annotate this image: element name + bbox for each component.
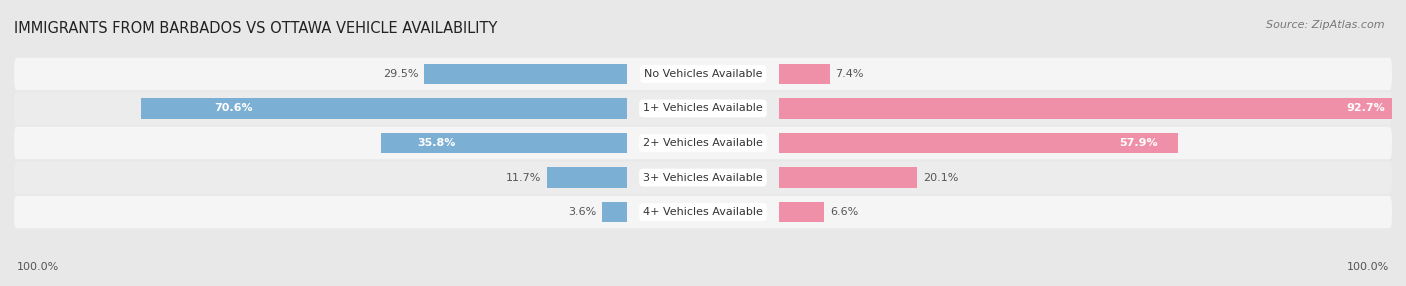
Bar — [141, 98, 627, 119]
FancyBboxPatch shape — [14, 58, 1392, 90]
Bar — [381, 133, 627, 153]
Text: 29.5%: 29.5% — [382, 69, 419, 79]
Text: 3.6%: 3.6% — [568, 207, 598, 217]
Text: IMMIGRANTS FROM BARBADOS VS OTTAWA VEHICLE AVAILABILITY: IMMIGRANTS FROM BARBADOS VS OTTAWA VEHIC… — [14, 21, 498, 36]
FancyBboxPatch shape — [14, 127, 1392, 159]
Text: 11.7%: 11.7% — [506, 172, 541, 182]
Text: 3+ Vehicles Available: 3+ Vehicles Available — [643, 172, 763, 182]
Bar — [779, 98, 1406, 119]
Text: 6.6%: 6.6% — [830, 207, 858, 217]
Text: 70.6%: 70.6% — [214, 104, 253, 114]
Text: 4+ Vehicles Available: 4+ Vehicles Available — [643, 207, 763, 217]
Bar — [779, 167, 917, 188]
Bar — [779, 202, 824, 223]
Text: Source: ZipAtlas.com: Source: ZipAtlas.com — [1267, 20, 1385, 30]
Text: 1+ Vehicles Available: 1+ Vehicles Available — [643, 104, 763, 114]
Bar — [602, 202, 627, 223]
Bar — [779, 63, 830, 84]
FancyBboxPatch shape — [14, 92, 1392, 125]
Text: 35.8%: 35.8% — [418, 138, 456, 148]
Text: 100.0%: 100.0% — [1347, 262, 1389, 272]
Bar — [547, 167, 627, 188]
Text: 7.4%: 7.4% — [835, 69, 863, 79]
Text: 92.7%: 92.7% — [1347, 104, 1385, 114]
FancyBboxPatch shape — [14, 161, 1392, 194]
Text: No Vehicles Available: No Vehicles Available — [644, 69, 762, 79]
Bar — [425, 63, 627, 84]
Text: 2+ Vehicles Available: 2+ Vehicles Available — [643, 138, 763, 148]
Bar — [779, 133, 1178, 153]
Text: 20.1%: 20.1% — [922, 172, 957, 182]
FancyBboxPatch shape — [14, 196, 1392, 228]
Text: 57.9%: 57.9% — [1119, 138, 1157, 148]
Text: 100.0%: 100.0% — [17, 262, 59, 272]
